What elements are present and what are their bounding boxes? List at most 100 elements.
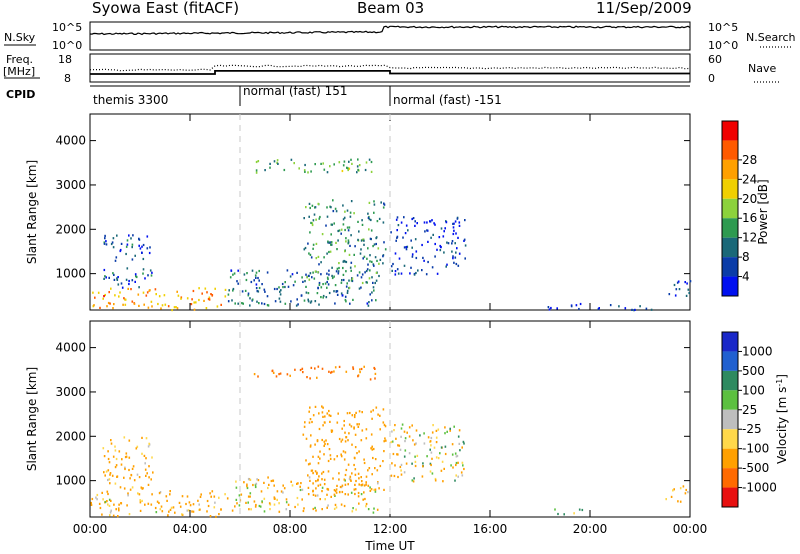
echo-cell [249, 478, 252, 481]
echo-cell [243, 273, 246, 276]
colorbar-swatch [722, 448, 738, 469]
echo-cell [365, 269, 368, 273]
echo-cell [358, 164, 361, 167]
echo-cell [392, 262, 394, 266]
echo-cell [333, 489, 336, 492]
echo-cell [327, 283, 330, 286]
echo-cell [174, 511, 176, 514]
echo-cell [374, 377, 376, 380]
echo-cell [362, 238, 365, 241]
echo-cell [402, 236, 404, 239]
echo-cell [346, 166, 348, 169]
echo-cell [114, 449, 117, 452]
echo-cell [335, 290, 338, 293]
echo-cell [154, 288, 157, 291]
echo-cell [254, 485, 257, 489]
echo-cell [309, 301, 312, 304]
echo-cell [294, 280, 296, 283]
echo-cell [400, 463, 403, 466]
echo-cell [363, 458, 365, 461]
echo-cell [354, 265, 356, 268]
colorbar-swatch [722, 429, 738, 449]
echo-cell [455, 461, 458, 465]
echo-cell [149, 269, 152, 272]
echo-cell [327, 277, 329, 281]
nave-dotted-line [89, 64, 691, 72]
echo-cell [368, 467, 371, 470]
echo-cell [350, 261, 353, 264]
echo-cell [254, 505, 257, 508]
date-title: 11/Sep/2009 [596, 0, 692, 17]
echo-cell [240, 493, 243, 496]
echo-cell [103, 277, 105, 280]
echo-cell [408, 426, 411, 429]
echo-cell [315, 480, 317, 483]
echo-cell [349, 211, 352, 214]
echo-cell [195, 301, 197, 304]
echo-cell [275, 375, 278, 378]
echo-cell [391, 430, 393, 433]
echo-cell [176, 290, 178, 293]
echo-cell [114, 294, 116, 297]
echo-cell [434, 255, 436, 258]
echo-cell [305, 273, 307, 276]
echo-cell [141, 499, 143, 502]
echo-cell [321, 490, 323, 493]
echo-cell [351, 277, 354, 280]
echo-cell [119, 291, 121, 294]
echo-cell [144, 462, 146, 465]
echo-cell [416, 454, 419, 457]
echo-cell [429, 470, 432, 473]
echo-cell [236, 502, 238, 505]
echo-cell [107, 469, 110, 472]
echo-cell [330, 495, 332, 498]
echo-cell [227, 300, 230, 303]
echo-cell [372, 511, 375, 514]
echo-cell [333, 370, 335, 373]
echo-cell [281, 282, 284, 286]
echo-cell [136, 473, 139, 476]
echo-cell [255, 171, 258, 174]
echo-cell [424, 230, 426, 233]
echo-cell [349, 478, 352, 481]
echo-cell [309, 406, 311, 409]
echo-cell [353, 426, 355, 429]
echo-cell [123, 476, 125, 479]
echo-cell [330, 243, 333, 246]
echo-cell [124, 298, 126, 301]
echo-cell [146, 235, 149, 238]
echo-cell [547, 306, 550, 309]
echo-cell [333, 163, 335, 166]
velocity-colorbar-label-main: Velocity [m s [775, 387, 789, 464]
echo-cell [443, 230, 445, 233]
echo-cell [308, 215, 310, 218]
echo-cell [108, 478, 111, 481]
colorbar-tick-label: 20 [742, 192, 757, 206]
echo-cell [216, 305, 219, 308]
echo-cell [400, 435, 402, 438]
echo-cell [575, 304, 578, 307]
echo-cell [141, 452, 143, 455]
echo-cell [287, 285, 290, 288]
echo-cell [330, 241, 333, 244]
echo-cell [422, 462, 424, 465]
echo-cell [444, 452, 447, 456]
echo-cell [463, 442, 465, 445]
echo-cell [257, 375, 259, 378]
echo-cell [323, 440, 326, 443]
echo-cell [391, 440, 394, 443]
echo-cell [312, 243, 315, 246]
colorbar-tick-label: 24 [742, 172, 757, 186]
echo-cell [460, 471, 463, 474]
echo-cell [103, 455, 106, 458]
echo-cell [413, 477, 415, 480]
echo-cell [360, 439, 363, 442]
echo-cell [314, 470, 317, 473]
echo-cell [199, 508, 201, 511]
echo-cell [256, 290, 259, 293]
echo-cell [128, 279, 130, 283]
echo-cell [340, 455, 343, 458]
echo-cell [371, 473, 373, 476]
echo-cell [340, 453, 342, 456]
echo-cell [382, 460, 384, 463]
